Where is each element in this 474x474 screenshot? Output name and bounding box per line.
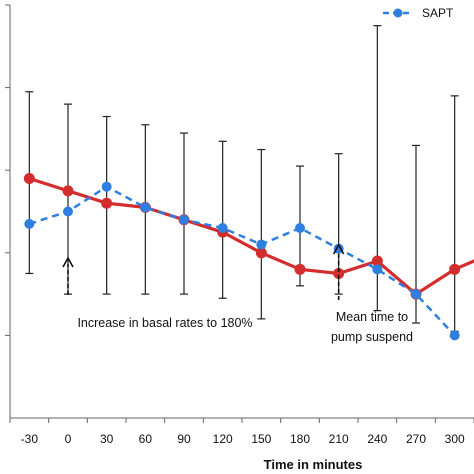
legend-sapt-label: SAPT [422, 6, 454, 20]
x-tick-label: -30 [21, 432, 39, 446]
sapt-data-point [179, 214, 189, 225]
sapt-data-point [333, 243, 344, 254]
x-tick-label: 210 [329, 432, 349, 446]
series-2-data-point [294, 263, 306, 275]
plot-area [23, 25, 474, 341]
suspend-arrow-head [332, 243, 345, 255]
sapt-data-point [63, 206, 73, 217]
sapt-data-point [140, 202, 151, 213]
series-2-data-point [23, 172, 35, 184]
axes: -30 0 30 60 90 120 150 180 210 240 270 300 Time in m… [5, 4, 474, 472]
sapt-data-point [24, 218, 35, 229]
annotation-mean-time-line1: Mean time to [336, 310, 408, 324]
sapt-data-point [295, 223, 305, 234]
x-tick-label: 90 [177, 432, 191, 446]
sapt-data-point [256, 239, 267, 250]
basal-arrow-head [62, 256, 74, 268]
legend-sapt-marker [393, 8, 403, 18]
sapt-data-point [372, 264, 383, 275]
annotation-basal-rates: Increase in basal rates to 180% [77, 316, 252, 330]
series-2-data-point [333, 267, 345, 279]
sapt-data-point [449, 330, 460, 341]
x-tick-label: 270 [406, 432, 426, 446]
legend: SAPT [383, 6, 454, 20]
annotations: Increase in basal rates to 180% Mean time… [62, 243, 413, 344]
x-axis-title: Time in minutes [264, 457, 363, 472]
x-tick-label: 300 [445, 432, 465, 446]
series-2-data-point [255, 247, 267, 259]
annotation-mean-time-line2: pump suspend [331, 330, 413, 344]
sapt-series-line [28, 185, 456, 337]
sapt-data-point [411, 289, 421, 300]
x-tick-label: 60 [139, 432, 153, 446]
x-tick-label: 0 [65, 432, 72, 446]
sapt-data-point [101, 181, 112, 192]
x-tick-label: 180 [290, 432, 310, 446]
x-tick-label: 30 [100, 432, 114, 446]
series-2-data-point [449, 263, 461, 275]
x-tick-label: 240 [367, 432, 387, 446]
x-tick-label: 120 [213, 432, 233, 446]
x-tick-label: 150 [251, 432, 271, 446]
series-2-data-point [101, 197, 113, 209]
series-2-data-point [371, 255, 383, 267]
series-2-data-point [62, 185, 74, 197]
sapt-data-point [217, 223, 228, 234]
